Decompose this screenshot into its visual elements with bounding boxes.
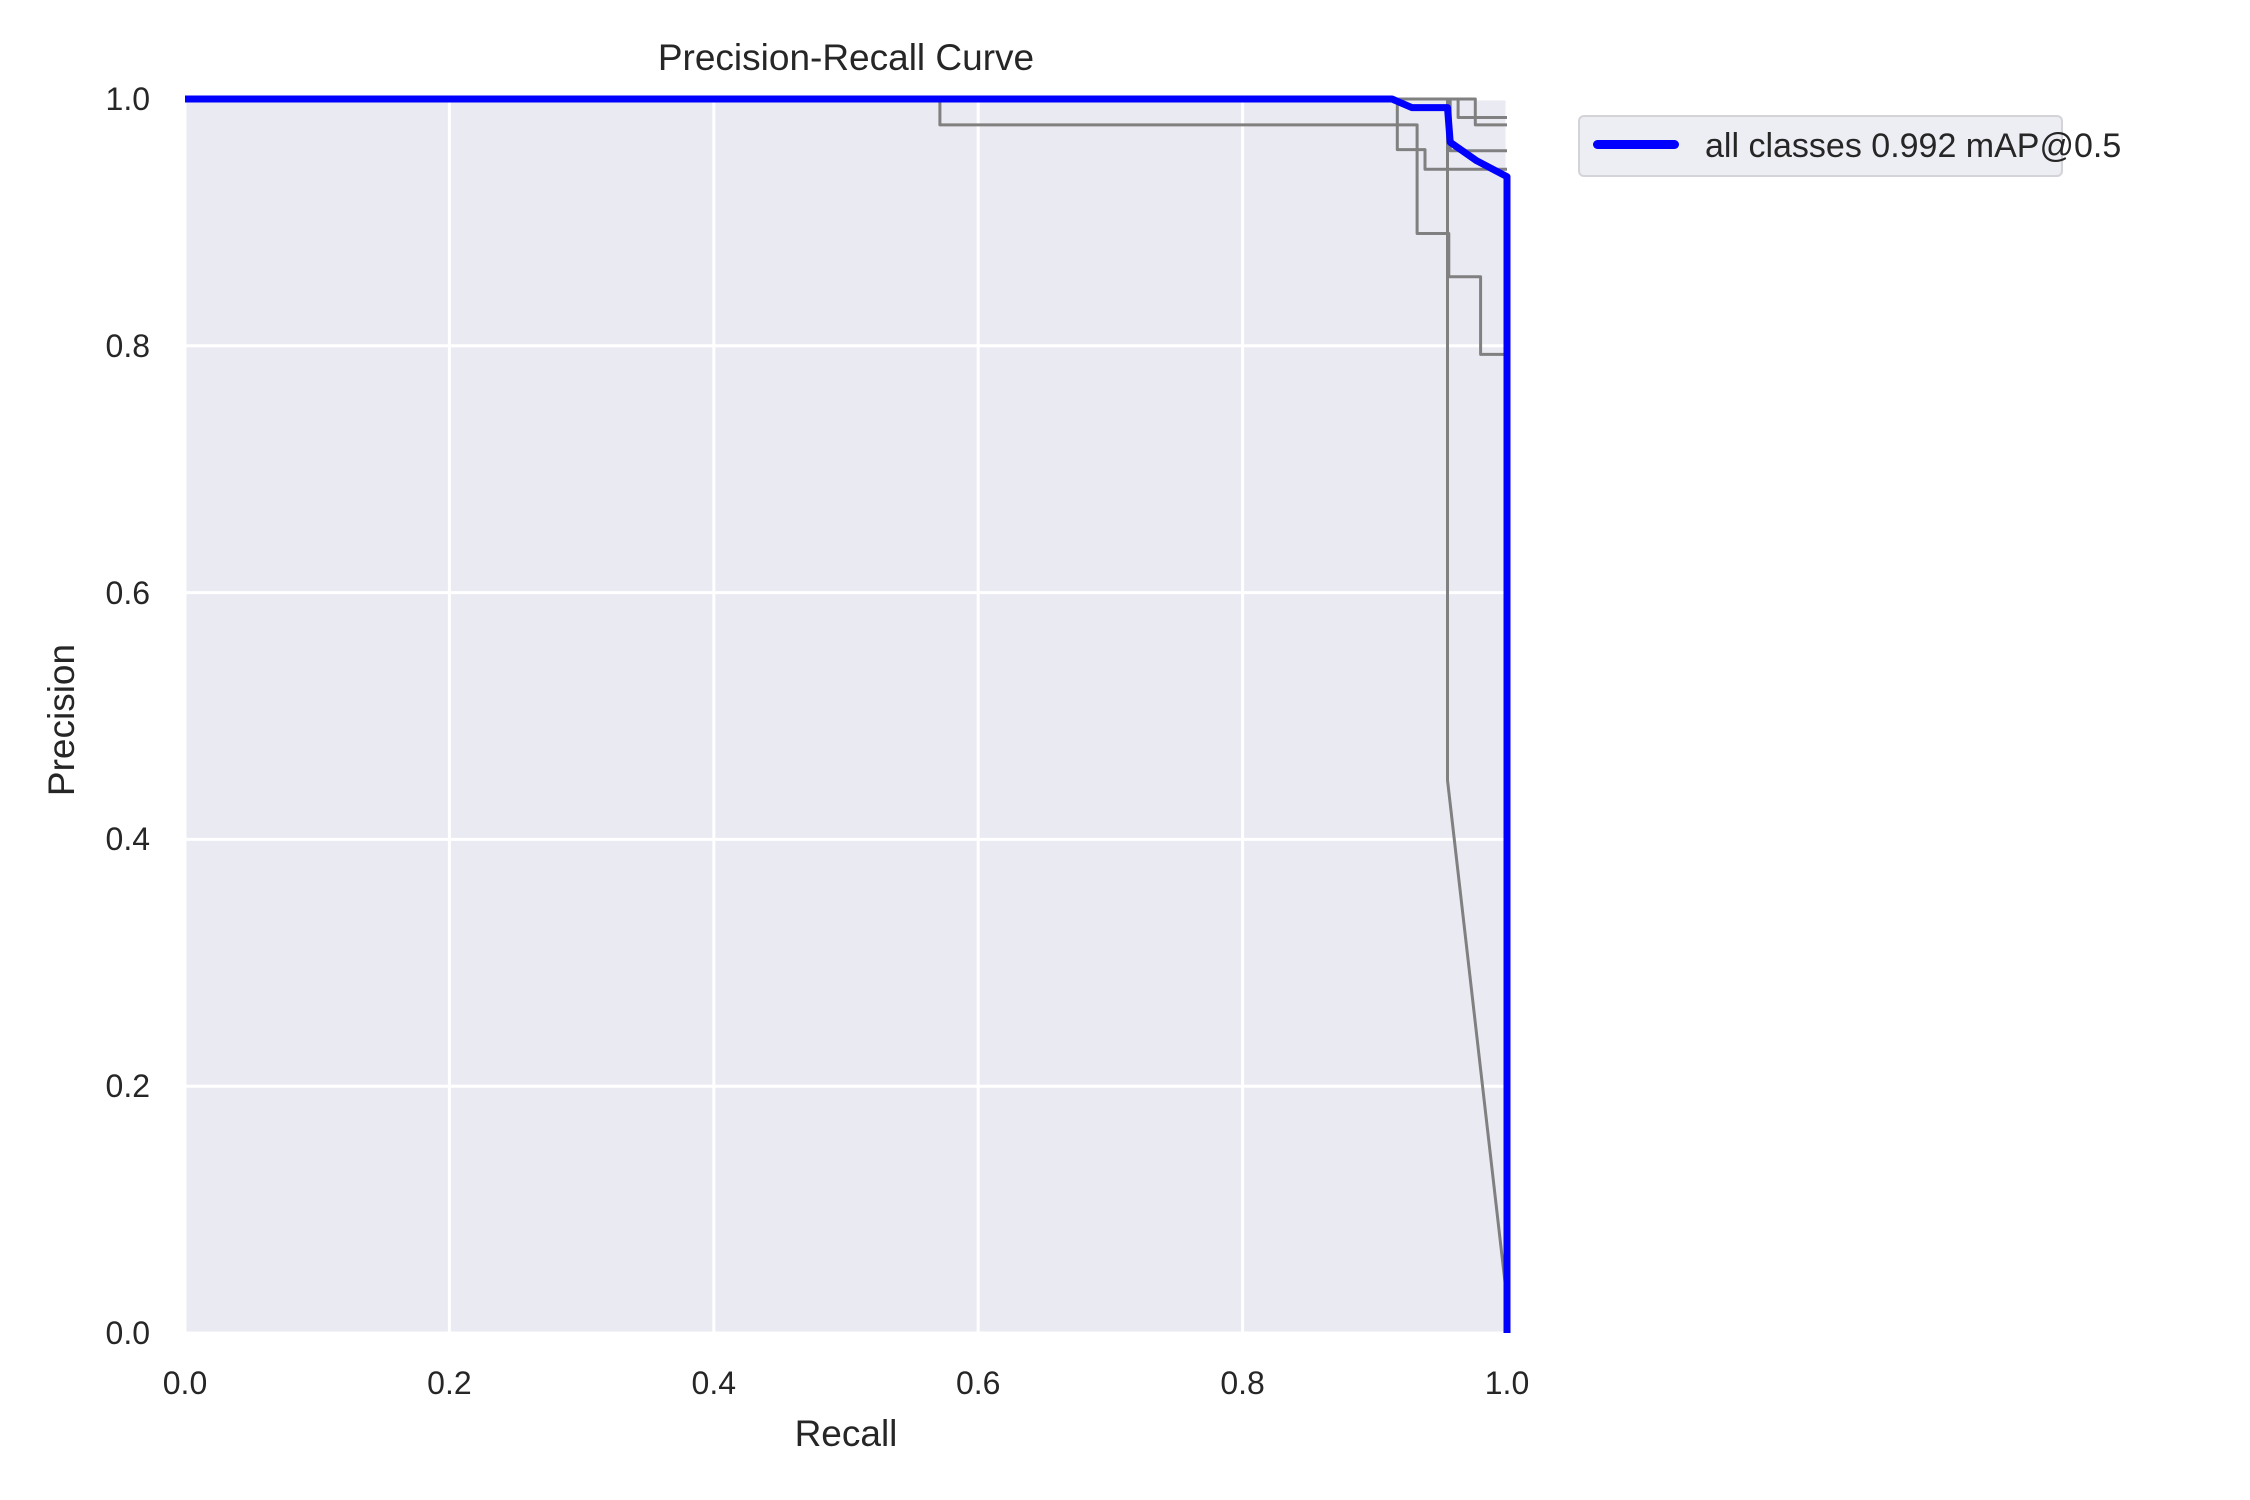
legend-line-swatch (1593, 140, 1679, 149)
legend-label: all classes 0.992 mAP@0.5 (1705, 127, 2122, 165)
x-tick-label: 0.4 (691, 1365, 737, 1401)
y-tick-label: 0.2 (105, 1068, 150, 1105)
chart-title: Precision-Recall Curve (657, 37, 1035, 78)
y-axis-label: Precision (41, 643, 82, 797)
all-classes-curve (185, 95, 1511, 1333)
x-tick-label: 1.0 (1484, 1365, 1530, 1401)
class-curve (185, 97, 1507, 356)
x-tick-label: 0.8 (1220, 1365, 1265, 1401)
y-tick-label: 0.0 (105, 1315, 150, 1351)
plot-background (185, 99, 1507, 1333)
y-tick-label: 0.8 (105, 327, 150, 364)
legend: all classes 0.992 mAP@0.5 (1578, 115, 2121, 177)
series-lines (185, 95, 1511, 1333)
x-axis-label: Recall (794, 1413, 898, 1454)
x-tick-label: 0.0 (162, 1365, 208, 1401)
y-tick-label: 0.6 (105, 574, 150, 611)
y-tick-label: 0.4 (105, 821, 150, 858)
y-tick-label: 1.0 (105, 81, 150, 117)
grid-lines (183, 97, 1509, 1335)
x-tick-label: 0.2 (427, 1365, 472, 1401)
x-tick-label: 0.6 (955, 1365, 1001, 1401)
